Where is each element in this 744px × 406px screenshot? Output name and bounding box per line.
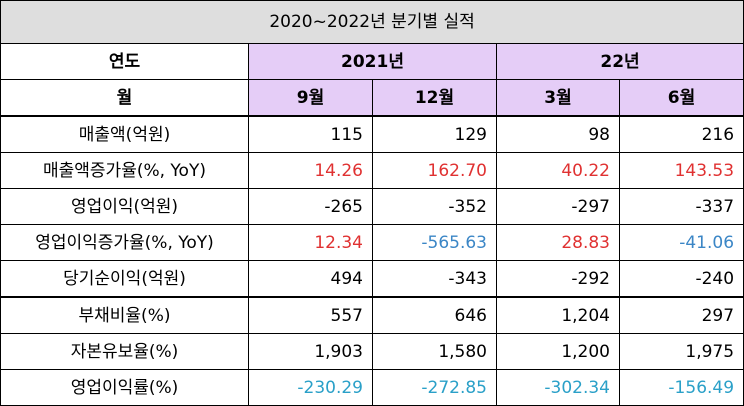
table-cell: 297 xyxy=(618,296,744,334)
table-row: 매출액(억원) 115 129 98 216 xyxy=(0,115,744,153)
table-row: 매출액증가율(%, YoY) 14.26 162.70 40.22 143.53 xyxy=(0,152,744,189)
table-cell: -302.34 xyxy=(496,369,620,406)
year-header-row: 연도 2021년 22년 xyxy=(0,43,744,80)
row-label: 자본유보율(%) xyxy=(0,333,249,370)
year-22-header: 22년 xyxy=(495,43,744,80)
table-row: 당기순이익(억원) 494 -343 -292 -240 xyxy=(0,260,744,298)
table-cell: -343 xyxy=(372,260,497,298)
month-header-sep: 9월 xyxy=(248,79,373,117)
table-row: 자본유보율(%) 1,903 1,580 1,200 1,975 xyxy=(0,333,744,370)
table-cell: -41.06 xyxy=(618,224,744,261)
table-cell: -272.85 xyxy=(372,369,497,406)
month-header-dec: 12월 xyxy=(372,79,497,117)
year-header-label: 연도 xyxy=(0,43,249,80)
table-cell: 129 xyxy=(372,115,497,153)
table-cell: 162.70 xyxy=(372,152,497,189)
table-row: 영업이익(억원) -265 -352 -297 -337 xyxy=(0,188,744,225)
row-label: 매출액(억원) xyxy=(0,115,249,153)
table-cell: 28.83 xyxy=(496,224,620,261)
table-cell: 12.34 xyxy=(248,224,373,261)
table-cell: -352 xyxy=(372,188,497,225)
table-cell: 98 xyxy=(496,115,620,153)
row-label: 매출액증가율(%, YoY) xyxy=(0,152,249,189)
month-header-label: 월 xyxy=(0,79,249,117)
table-row: 부채비율(%) 557 646 1,204 297 xyxy=(0,296,744,334)
month-header-mar: 3월 xyxy=(496,79,620,117)
row-label: 영업이익률(%) xyxy=(0,369,249,406)
title-row: 2020~2022년 분기별 실적 xyxy=(0,0,744,44)
table-cell: 40.22 xyxy=(496,152,620,189)
table-cell: -297 xyxy=(496,188,620,225)
month-header-row: 월 9월 12월 3월 6월 xyxy=(0,79,744,117)
table-cell: 557 xyxy=(248,296,373,334)
table-cell: -156.49 xyxy=(618,369,744,406)
table-cell: 143.53 xyxy=(618,152,744,189)
table-cell: -337 xyxy=(618,188,744,225)
year-2021-header: 2021년 xyxy=(248,43,497,80)
table-cell: 115 xyxy=(248,115,373,153)
table-cell: 14.26 xyxy=(248,152,373,189)
row-label: 영업이익증가율(%, YoY) xyxy=(0,224,249,261)
row-label: 영업이익(억원) xyxy=(0,188,249,225)
month-header-jun: 6월 xyxy=(618,79,744,117)
table-cell: 1,903 xyxy=(248,333,373,370)
row-label: 부채비율(%) xyxy=(0,296,249,334)
table-cell: -265 xyxy=(248,188,373,225)
table-cell: 494 xyxy=(248,260,373,298)
row-label: 당기순이익(억원) xyxy=(0,260,249,298)
table-cell: 646 xyxy=(372,296,497,334)
table-cell: 1,204 xyxy=(496,296,620,334)
table-body: 매출액(억원) 115 129 98 216 매출액증가율(%, YoY) 14.26 162… xyxy=(0,115,744,406)
table-cell: -240 xyxy=(618,260,744,298)
table-cell: 1,975 xyxy=(618,333,744,370)
table-title: 2020~2022년 분기별 실적 xyxy=(0,0,744,44)
table-row: 영업이익증가율(%, YoY) 12.34 -565.63 28.83 -41.06 xyxy=(0,224,744,261)
table-cell: 1,580 xyxy=(372,333,497,370)
table-cell: -292 xyxy=(496,260,620,298)
table-row: 영업이익률(%) -230.29 -272.85 -302.34 -156.49 xyxy=(0,369,744,406)
table-cell: -230.29 xyxy=(248,369,373,406)
table-cell: -565.63 xyxy=(372,224,497,261)
table-cell: 216 xyxy=(618,115,744,153)
table-cell: 1,200 xyxy=(496,333,620,370)
